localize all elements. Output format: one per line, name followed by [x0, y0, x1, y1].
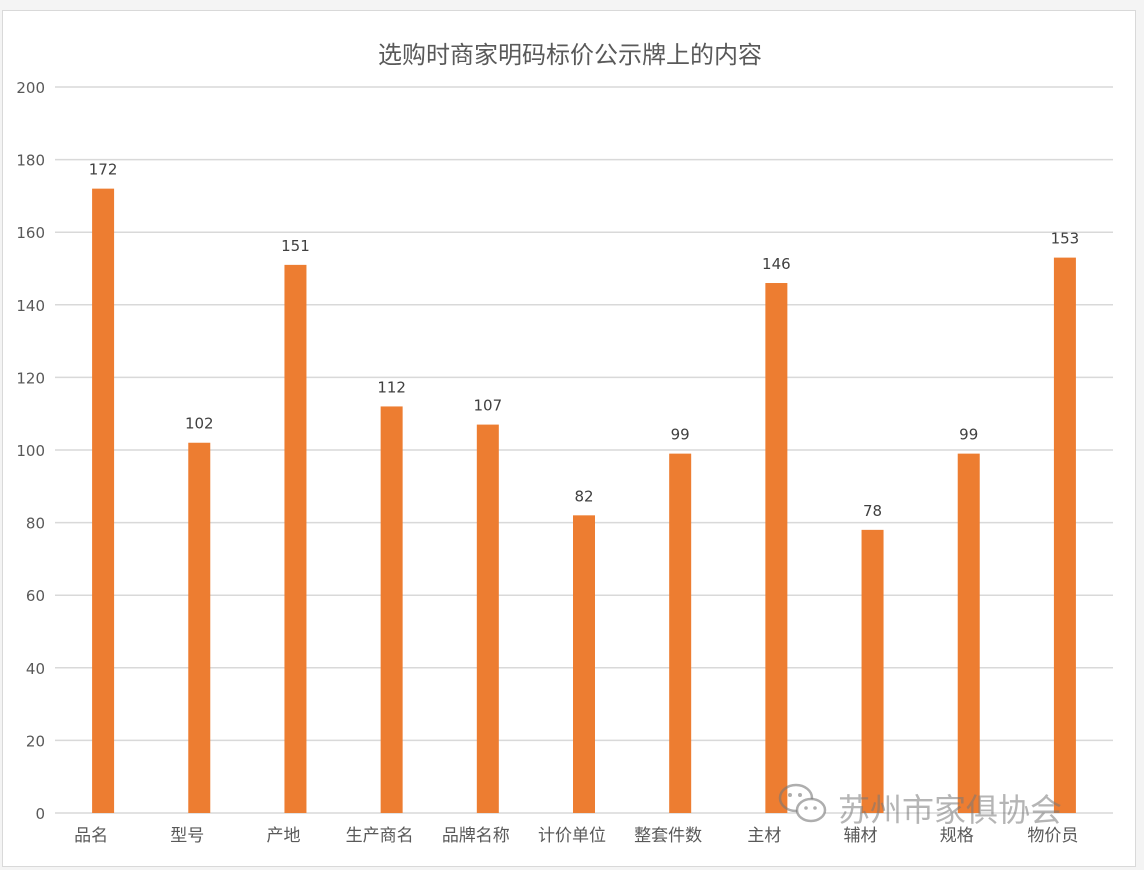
x-tick-label: 规格: [940, 826, 974, 846]
bar: [957, 453, 980, 813]
chart-area[interactable]: 选购时商家明码标价公示牌上的内容 0 20 40 60 80 100 120 140 160 18…: [2, 10, 1136, 867]
y-tick-label: 80: [26, 515, 45, 533]
y-tick-label: 120: [16, 369, 45, 387]
x-tick-label: 整套件数: [634, 826, 702, 846]
x-tick-label: 型号: [170, 826, 204, 846]
bar: [861, 529, 884, 813]
bar: [188, 442, 211, 813]
watermark: 苏州市家俱协会: [778, 782, 1062, 834]
x-tick-label: 品名: [74, 826, 108, 846]
watermark-text: 苏州市家俱协会: [838, 791, 1063, 829]
data-label: 78: [863, 502, 882, 520]
data-label: 107: [473, 397, 502, 415]
y-tick-label: 60: [26, 587, 45, 605]
data-label: 102: [185, 415, 214, 433]
bar: [476, 424, 499, 813]
x-tick-label: 物价员: [1027, 826, 1078, 846]
bar: [669, 453, 692, 813]
bar: [284, 264, 307, 813]
wechat-icon: [778, 782, 828, 834]
y-tick-label: 200: [16, 79, 45, 97]
y-tick-label: 180: [16, 152, 45, 170]
bar: [380, 406, 403, 813]
bar: [1053, 257, 1076, 813]
bar: [92, 188, 115, 813]
bar-chart: 0 20 40 60 80 100 120 140 160 180 200 172 品名 102 型号 151…: [16, 79, 1113, 846]
data-label: 146: [762, 255, 791, 273]
y-tick-label: 100: [16, 442, 45, 460]
data-label: 112: [377, 378, 406, 396]
chart-title: 选购时商家明码标价公示牌上的内容: [378, 41, 762, 69]
data-label: 99: [671, 426, 690, 444]
y-tick-label: 140: [16, 297, 45, 315]
x-tick-label: 辅材: [844, 826, 878, 846]
x-tick-label: 产地: [266, 826, 300, 846]
y-tick-label: 0: [35, 805, 45, 823]
y-tick-label: 160: [16, 224, 45, 242]
y-tick-label: 40: [26, 660, 45, 678]
y-tick-label: 20: [26, 732, 45, 750]
data-label: 82: [574, 487, 593, 505]
data-label: 153: [1051, 230, 1080, 248]
data-label: 151: [281, 237, 310, 255]
x-tick-label: 主材: [747, 826, 781, 846]
data-label: 172: [89, 161, 118, 179]
x-tick-label: 计价单位: [538, 826, 606, 846]
data-label: 99: [959, 426, 978, 444]
bar: [573, 515, 595, 813]
x-tick-label: 品牌名称: [442, 826, 510, 846]
x-tick-label: 生产商名: [346, 826, 414, 846]
bar: [765, 283, 788, 813]
